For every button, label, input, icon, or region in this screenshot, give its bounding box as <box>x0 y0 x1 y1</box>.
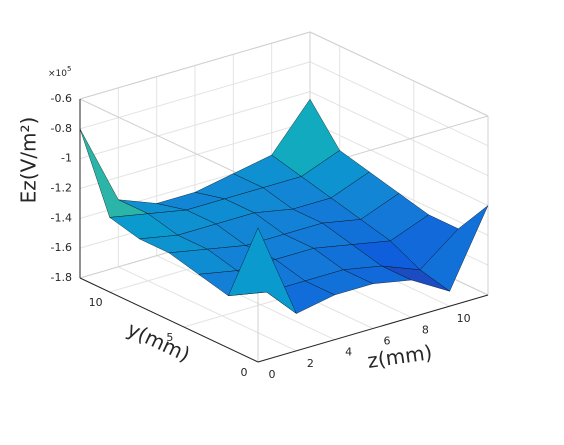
grid-line <box>79 91 311 160</box>
x-tick-label: 8 <box>422 323 429 336</box>
exponent-base: ×10 <box>48 69 67 79</box>
grid-line <box>309 61 489 147</box>
z-tick-label: -1.6 <box>51 241 72 254</box>
y-axis-label: y(mm) <box>123 317 193 367</box>
y-tick-label: 10 <box>89 296 103 309</box>
axis-line <box>79 277 259 363</box>
z-tick-label: -1.2 <box>51 182 72 195</box>
z-tick-label: -1 <box>61 152 72 165</box>
axis-line <box>257 294 489 363</box>
box-edge <box>79 98 259 184</box>
surface-patch <box>227 227 297 315</box>
x-tick-label: 4 <box>345 346 352 359</box>
x-tick-label: 10 <box>457 312 471 325</box>
exponent-power: 5 <box>67 65 71 73</box>
x-tick-label: 2 <box>307 357 314 370</box>
z-axis-label: Ez(V/m²) <box>17 117 41 204</box>
grid-line <box>309 121 489 206</box>
box-edge <box>309 31 489 117</box>
grid-line <box>79 61 311 130</box>
y-tick-label: 0 <box>241 366 248 379</box>
z-tick-label: -0.8 <box>51 122 72 135</box>
x-axis-label: z(mm) <box>366 340 434 373</box>
exponent-label: ×105 <box>48 65 71 79</box>
x-tick-label: 0 <box>269 368 276 381</box>
grid-line <box>309 91 489 177</box>
z-tick-label: -1.4 <box>51 211 72 224</box>
y-tick-label: 5 <box>166 331 173 344</box>
box-edge <box>79 31 311 100</box>
z-tick-label: -0.6 <box>51 92 72 105</box>
z-tick-label: -1.8 <box>51 271 72 284</box>
grid-line <box>79 121 311 189</box>
x-tick-label: 6 <box>384 335 391 348</box>
